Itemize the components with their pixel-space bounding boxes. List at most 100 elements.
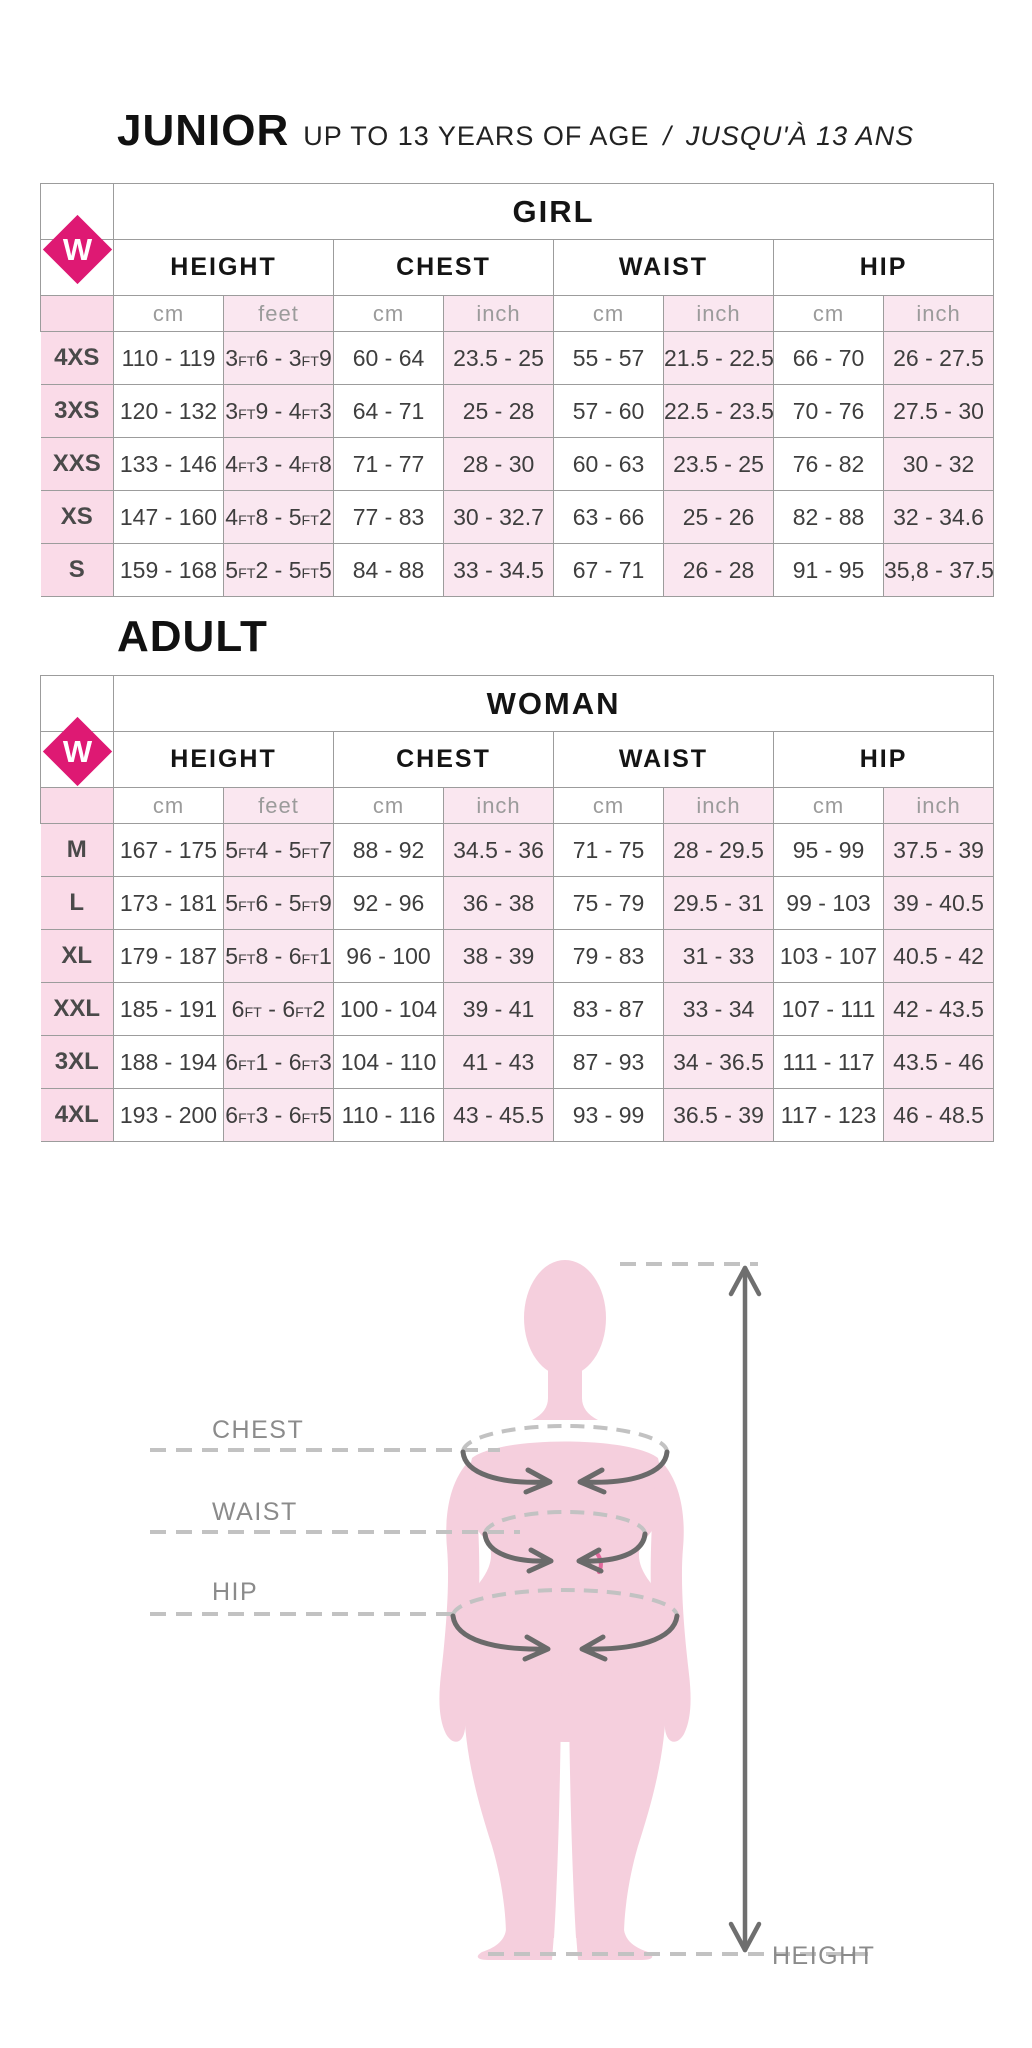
size-label: XXL xyxy=(40,982,114,1036)
size-value-cell: 133 - 146 xyxy=(113,437,224,491)
table-row: 4XS 110 - 119 3FT6 - 3FT9 60 - 64 23.5 - 25 5… xyxy=(40,331,995,385)
size-value-cell: 46 - 48.5 xyxy=(882,1088,995,1142)
size-label: 4XS xyxy=(40,331,114,385)
size-label: 3XL xyxy=(40,1035,114,1089)
brand-logo-diamond: W xyxy=(42,716,113,787)
size-value-cell: 4FT8 - 5FT2 xyxy=(223,490,334,544)
size-value-cell: 67 - 71 xyxy=(553,543,664,597)
dashed-guide-lines xyxy=(150,1262,868,1956)
brand-letter: W xyxy=(62,231,93,267)
size-value-cell: 29.5 - 31 xyxy=(663,876,774,930)
size-value-cell: 87 - 93 xyxy=(553,1035,664,1089)
size-label: XS xyxy=(40,490,114,544)
waist-label: WAIST xyxy=(212,1498,298,1526)
group-header-height: HEIGHT xyxy=(113,731,334,788)
junior-title-text: JUNIOR xyxy=(117,106,290,155)
size-value-cell: 28 - 30 xyxy=(443,437,554,491)
unit-feet: feet xyxy=(223,787,334,824)
size-value-cell: 103 - 107 xyxy=(773,929,884,983)
size-value-cell: 57 - 60 xyxy=(553,384,664,438)
adult-section-title: ADULT xyxy=(117,612,268,662)
size-value-cell: 83 - 87 xyxy=(553,982,664,1036)
table-row: S 159 - 168 5FT2 - 5FT5 84 - 88 33 - 34.5 67 … xyxy=(40,543,995,597)
unit-cm: cm xyxy=(333,787,444,824)
woman-silhouette-figure xyxy=(439,1260,691,1960)
size-label: M xyxy=(40,823,114,877)
size-value-cell: 159 - 168 xyxy=(113,543,224,597)
size-value-cell: 41 - 43 xyxy=(443,1035,554,1089)
table-row: M 167 - 175 5FT4 - 5FT7 88 - 92 34.5 - 36 71 … xyxy=(40,823,995,877)
chest-arrow-right xyxy=(577,1449,670,1495)
size-value-cell: 3FT9 - 4FT3 xyxy=(223,384,334,438)
size-value-cell: 77 - 83 xyxy=(333,490,444,544)
size-value-cell: 34 - 36.5 xyxy=(663,1035,774,1089)
table-row: XL 179 - 187 5FT8 - 6FT1 96 - 100 38 - 39 79 … xyxy=(40,929,995,983)
size-value-cell: 35,8 - 37.5 xyxy=(882,543,995,597)
size-value-cell: 39 - 41 xyxy=(443,982,554,1036)
size-label: XL xyxy=(40,929,114,983)
size-value-cell: 79 - 83 xyxy=(553,929,664,983)
size-value-cell: 6FT - 6FT2 xyxy=(223,982,334,1036)
size-value-cell: 36.5 - 39 xyxy=(663,1088,774,1142)
hip-arrow-right xyxy=(579,1613,680,1662)
size-value-cell: 43.5 - 46 xyxy=(882,1035,995,1089)
unit-cm: cm xyxy=(773,295,884,332)
size-value-cell: 43 - 45.5 xyxy=(443,1088,554,1142)
size-value-cell: 76 - 82 xyxy=(773,437,884,491)
size-value-cell: 26 - 27.5 xyxy=(882,331,995,385)
table-row: XS 147 - 160 4FT8 - 5FT2 77 - 83 30 - 32.7 63… xyxy=(40,490,995,544)
height-arrowhead-down xyxy=(728,1921,762,1953)
height-label: HEIGHT xyxy=(772,1942,875,1970)
size-value-cell: 93 - 99 xyxy=(553,1088,664,1142)
size-value-cell: 30 - 32.7 xyxy=(443,490,554,544)
size-value-cell: 60 - 63 xyxy=(553,437,664,491)
size-value-cell: 32 - 34.6 xyxy=(882,490,995,544)
size-label: S xyxy=(40,543,114,597)
size-value-cell: 21.5 - 22.5 xyxy=(663,331,774,385)
waist-arrow-left xyxy=(482,1531,554,1574)
label-column-spacer xyxy=(40,295,114,332)
unit-cm: cm xyxy=(553,295,664,332)
unit-inch: inch xyxy=(443,295,554,332)
unit-inch: inch xyxy=(882,787,995,824)
unit-feet: feet xyxy=(223,295,334,332)
table-header-girl: GIRL xyxy=(112,183,995,240)
group-header-chest: CHEST xyxy=(333,731,554,788)
size-value-cell: 64 - 71 xyxy=(333,384,444,438)
table-header-woman: WOMAN xyxy=(112,675,995,732)
size-value-cell: 96 - 100 xyxy=(333,929,444,983)
unit-inch: inch xyxy=(443,787,554,824)
unit-cm: cm xyxy=(333,295,444,332)
waist-arrow-right xyxy=(576,1531,648,1574)
size-value-cell: 28 - 29.5 xyxy=(663,823,774,877)
size-value-cell: 27.5 - 30 xyxy=(882,384,995,438)
size-value-cell: 71 - 75 xyxy=(553,823,664,877)
size-value-cell: 173 - 181 xyxy=(113,876,224,930)
hip-label: HIP xyxy=(212,1578,258,1606)
size-value-cell: 5FT6 - 5FT9 xyxy=(223,876,334,930)
size-value-cell: 39 - 40.5 xyxy=(882,876,995,930)
size-value-cell: 33 - 34 xyxy=(663,982,774,1036)
size-value-cell: 66 - 70 xyxy=(773,331,884,385)
size-value-cell: 100 - 104 xyxy=(333,982,444,1036)
unit-cm: cm xyxy=(113,787,224,824)
size-label: L xyxy=(40,876,114,930)
size-value-cell: 40.5 - 42 xyxy=(882,929,995,983)
size-value-cell: 22.5 - 23.5 xyxy=(663,384,774,438)
size-value-cell: 25 - 28 xyxy=(443,384,554,438)
junior-section-title: JUNIOR UP TO 13 YEARS OF AGE / JUSQU'À 1… xyxy=(117,106,914,156)
size-value-cell: 185 - 191 xyxy=(113,982,224,1036)
group-header-waist: WAIST xyxy=(553,731,774,788)
size-value-cell: 95 - 99 xyxy=(773,823,884,877)
group-header-hip: HIP xyxy=(772,239,995,296)
chest-label: CHEST xyxy=(212,1416,304,1444)
size-value-cell: 5FT2 - 5FT5 xyxy=(223,543,334,597)
size-value-cell: 42 - 43.5 xyxy=(882,982,995,1036)
size-value-cell: 26 - 28 xyxy=(663,543,774,597)
group-header-waist: WAIST xyxy=(553,239,774,296)
size-value-cell: 75 - 79 xyxy=(553,876,664,930)
brand-letter: W xyxy=(62,733,93,769)
unit-inch: inch xyxy=(663,295,774,332)
size-value-cell: 4FT3 - 4FT8 xyxy=(223,437,334,491)
size-value-cell: 25 - 26 xyxy=(663,490,774,544)
